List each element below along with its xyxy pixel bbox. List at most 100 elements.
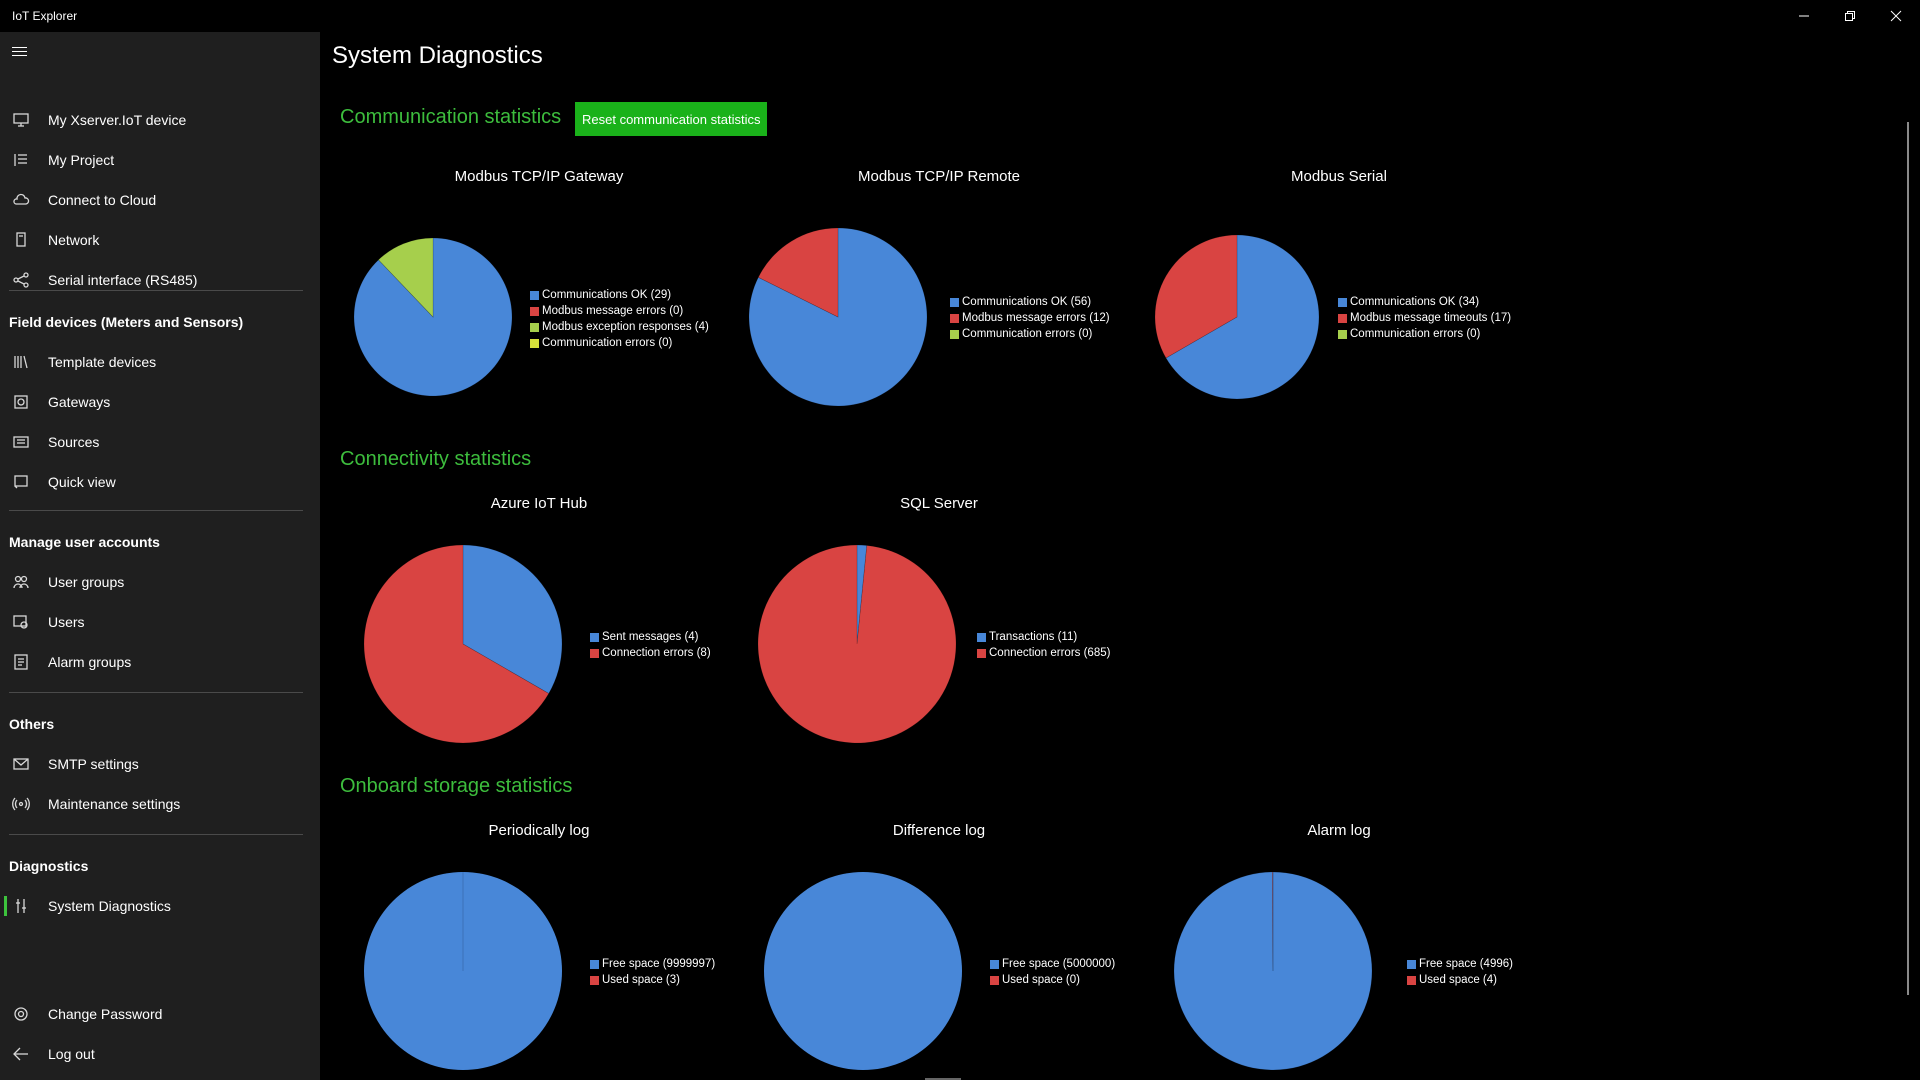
sidebar-item-label: Maintenance settings <box>48 796 181 812</box>
chart-legend: Communications OK (56) Modbus message err… <box>950 294 1110 342</box>
legend-swatch <box>1407 975 1416 985</box>
legend-swatch <box>950 313 959 323</box>
legend-swatch <box>530 322 539 332</box>
chart-title: Difference log <box>892 822 986 839</box>
pie-slice <box>748 227 928 407</box>
restore-icon <box>1845 11 1855 21</box>
legend-label: Connection errors (685) <box>989 647 1111 659</box>
legend-label: Communication errors (0) <box>1350 328 1481 340</box>
legend-swatch <box>950 329 959 339</box>
back-arrow-icon <box>12 1045 30 1063</box>
sidebar-item-gateways[interactable]: Gateways <box>0 382 320 422</box>
legend-entry: Used space (0) <box>990 972 1115 988</box>
divider <box>9 290 303 291</box>
chart-title: Modbus TCP/IP Gateway <box>454 168 624 185</box>
onboard-storage-statistics-title: Onboard storage statistics <box>340 775 573 797</box>
sidebar-item-label: Network <box>48 232 100 248</box>
restore-button[interactable] <box>1827 0 1873 32</box>
sidebar-item-serial-interface[interactable]: Serial interface (RS485) <box>0 260 320 300</box>
sidebar-item-alarm-groups[interactable]: Alarm groups <box>0 642 320 682</box>
reset-communication-statistics-button[interactable]: Reset communication statistics <box>575 102 768 136</box>
sidebar-item-sources[interactable]: Sources <box>0 422 320 462</box>
sidebar-item-users[interactable]: Users <box>0 602 320 642</box>
divider <box>9 834 303 835</box>
legend-label: Sent messages (4) <box>602 631 699 643</box>
legend-label: Transactions (11) <box>989 631 1078 643</box>
chart-title: Azure IoT Hub <box>490 495 588 512</box>
pie-slice <box>1154 234 1238 359</box>
user-accounts-heading: Manage user accounts <box>9 534 160 550</box>
sidebar: My Xserver.IoT device My Project Connect… <box>0 32 320 1080</box>
sidebar-item-change-password[interactable]: Change Password <box>0 994 320 1034</box>
sidebar-item-network[interactable]: Network <box>0 220 320 260</box>
minimize-icon <box>1799 15 1809 17</box>
legend-entry: Free space (5000000) <box>990 956 1115 972</box>
legend-label: Used space (0) <box>1002 974 1080 986</box>
pie-slice <box>1165 234 1320 400</box>
chart-legend: Communications OK (34) Modbus message tim… <box>1338 294 1511 342</box>
sidebar-item-label: Users <box>48 614 85 630</box>
sidebar-item-label: Serial interface (RS485) <box>48 272 198 288</box>
legend-swatch <box>530 338 539 348</box>
gateway-icon <box>12 393 30 411</box>
window-title: IoT Explorer <box>12 9 78 23</box>
legend-entry: Transactions (11) <box>977 629 1110 645</box>
legend-label: Communication errors (0) <box>962 328 1093 340</box>
legend-entry: Free space (4996) <box>1407 956 1513 972</box>
pie-chart <box>764 872 962 1070</box>
sidebar-item-label: Template devices <box>48 354 157 370</box>
mail-icon <box>12 755 30 773</box>
legend-entry: Communication errors (0) <box>1338 326 1511 342</box>
hamburger-menu-icon[interactable] <box>10 44 30 60</box>
share-icon <box>12 271 30 289</box>
legend-entry: Modbus message timeouts (17) <box>1338 310 1511 326</box>
sidebar-item-my-device[interactable]: My Xserver.IoT device <box>0 100 320 140</box>
vertical-scrollbar[interactable] <box>1907 122 1909 995</box>
diagnostics-heading: Diagnostics <box>9 858 89 874</box>
sidebar-item-smtp-settings[interactable]: SMTP settings <box>0 744 320 784</box>
legend-entry: Modbus message errors (12) <box>950 310 1110 326</box>
horizontal-scroll-indicator[interactable] <box>925 1078 961 1080</box>
legend-swatch <box>530 306 539 316</box>
sidebar-item-user-groups[interactable]: User groups <box>0 562 320 602</box>
close-button[interactable] <box>1873 0 1919 32</box>
sidebar-item-my-project[interactable]: My Project <box>0 140 320 180</box>
legend-swatch <box>977 648 986 658</box>
sidebar-item-label: Sources <box>48 434 100 450</box>
legend-swatch <box>990 975 999 985</box>
sidebar-item-label: My Xserver.IoT device <box>48 112 187 128</box>
chart-legend: Free space (5000000) Used space (0) <box>990 956 1115 988</box>
legend-label: Communications OK (34) <box>1350 296 1480 308</box>
legend-entry: Communications OK (29) <box>530 287 709 303</box>
pie-slice <box>363 544 550 744</box>
legend-entry: Modbus exception responses (4) <box>530 319 709 335</box>
chart-legend: Communications OK (29) Modbus message err… <box>530 287 709 351</box>
sidebar-item-log-out[interactable]: Log out <box>0 1034 320 1074</box>
pie-slice <box>757 227 839 318</box>
sidebar-item-maintenance-settings[interactable]: Maintenance settings <box>0 784 320 824</box>
legend-entry: Connection errors (8) <box>590 645 711 661</box>
sidebar-item-system-diagnostics[interactable]: System Diagnostics <box>0 886 320 926</box>
legend-swatch <box>977 632 986 642</box>
sidebar-item-quick-view[interactable]: Quick view <box>0 462 320 502</box>
pie-chart <box>363 544 563 744</box>
others-heading: Others <box>9 716 55 732</box>
legend-label: Used space (3) <box>602 974 680 986</box>
legend-label: Communications OK (56) <box>962 296 1092 308</box>
legend-label: Used space (4) <box>1419 974 1497 986</box>
user-groups-icon <box>12 573 30 591</box>
project-icon <box>12 151 30 169</box>
sidebar-item-label: User groups <box>48 574 125 590</box>
minimize-button[interactable] <box>1781 0 1827 32</box>
sidebar-item-template-devices[interactable]: Template devices <box>0 342 320 382</box>
legend-swatch <box>1338 313 1347 323</box>
title-bar: IoT Explorer <box>0 0 1920 32</box>
sidebar-item-label: Alarm groups <box>48 654 132 670</box>
legend-label: Modbus message errors (12) <box>962 312 1110 324</box>
pie-chart <box>1173 871 1373 1071</box>
legend-swatch <box>950 297 959 307</box>
legend-entry: Connection errors (685) <box>977 645 1110 661</box>
sidebar-item-label: SMTP settings <box>48 756 139 772</box>
sidebar-item-connect-cloud[interactable]: Connect to Cloud <box>0 180 320 220</box>
diagnostics-icon <box>12 897 30 915</box>
